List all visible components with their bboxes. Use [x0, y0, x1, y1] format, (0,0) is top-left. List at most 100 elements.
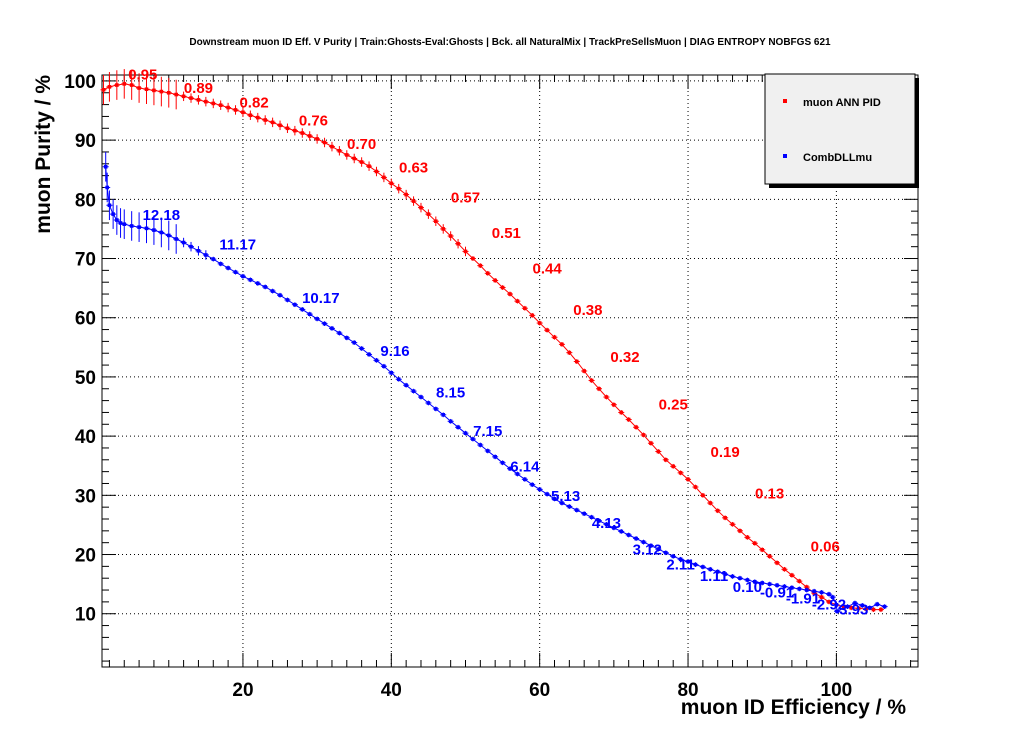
- data-point: [604, 522, 609, 527]
- data-point: [345, 153, 349, 157]
- data-point: [656, 449, 661, 454]
- data-point: [345, 336, 349, 340]
- data-point: [730, 574, 735, 579]
- data-point: [382, 364, 386, 369]
- point-label: 2.11: [666, 556, 694, 573]
- data-point: [619, 529, 624, 534]
- point-label: 12.18: [143, 207, 181, 224]
- point-label: 1.11: [700, 568, 728, 585]
- x-tick-label: 100: [821, 680, 853, 701]
- point-label: 0.95: [128, 67, 157, 84]
- data-point: [382, 175, 386, 180]
- data-point: [411, 389, 416, 393]
- point-label: 0.38: [573, 302, 602, 319]
- data-point: [411, 199, 416, 203]
- data-point: [293, 302, 297, 307]
- data-point: [508, 292, 512, 296]
- data-point: [404, 192, 408, 197]
- data-point: [152, 88, 156, 93]
- data-point: [419, 395, 423, 399]
- data-point: [693, 485, 698, 489]
- data-point: [107, 85, 112, 89]
- data-point: [144, 87, 149, 92]
- data-point: [471, 256, 475, 261]
- y-tick-label: 100: [64, 72, 96, 93]
- data-point: [285, 298, 290, 302]
- data-point: [105, 185, 109, 190]
- data-point: [485, 271, 490, 276]
- data-point: [775, 561, 779, 565]
- data-point: [300, 307, 305, 312]
- data-point: [835, 609, 839, 614]
- data-point: [337, 331, 342, 335]
- data-point: [678, 557, 683, 562]
- data-point: [686, 477, 690, 482]
- x-tick-label: 80: [677, 680, 698, 701]
- data-point: [426, 212, 431, 216]
- data-point: [485, 449, 490, 453]
- data-point: [196, 249, 201, 253]
- point-label: 0.57: [451, 189, 480, 206]
- data-point: [582, 511, 586, 516]
- data-point: [875, 602, 879, 607]
- data-point: [263, 285, 267, 289]
- axes: 20 40 60 80 100 10 20 30 40 50 60 70 80 90 100: [64, 72, 919, 701]
- data-point: [715, 569, 720, 574]
- data-point: [656, 547, 661, 551]
- point-label: 5.13: [551, 488, 580, 505]
- point-label: -2.92: [812, 597, 846, 614]
- point-label: 10.17: [302, 290, 340, 307]
- data-point: [634, 536, 638, 541]
- point-label: 0.76: [299, 112, 328, 129]
- y-tick-label: 70: [75, 250, 96, 271]
- y-tick-label: 80: [75, 190, 96, 211]
- data-point: [537, 321, 542, 325]
- data-point: [129, 224, 134, 228]
- series-line: [103, 83, 881, 611]
- data-point: [456, 241, 460, 246]
- point-label: 0.13: [755, 485, 784, 502]
- data-point: [523, 306, 527, 311]
- data-point: [545, 492, 549, 496]
- y-tick-label: 60: [75, 309, 96, 330]
- data-point: [463, 249, 468, 254]
- data-point: [537, 487, 542, 492]
- data-point: [723, 572, 727, 576]
- data-point: [471, 437, 475, 441]
- x-tick-label: 20: [232, 680, 253, 701]
- data-point: [782, 584, 787, 589]
- data-point: [612, 402, 616, 407]
- data-point: [233, 108, 238, 112]
- data-point: [137, 225, 141, 229]
- data-point: [753, 579, 757, 584]
- data-point: [845, 604, 850, 609]
- data-point: [448, 234, 453, 238]
- data-point: [760, 581, 765, 585]
- data-point: [604, 395, 609, 399]
- data-point: [708, 567, 713, 572]
- data-point: [218, 103, 223, 107]
- legend-label: muon ANN PID: [803, 97, 881, 109]
- data-point: [745, 578, 750, 582]
- data-point: [830, 595, 835, 599]
- data-point: [589, 378, 594, 383]
- data-point: [589, 515, 594, 520]
- data-point: [515, 472, 520, 476]
- data-point: [181, 240, 186, 245]
- data-point: [226, 105, 230, 110]
- data-point: [115, 83, 119, 87]
- point-label: 0.10: [733, 579, 762, 596]
- data-point: [641, 540, 646, 544]
- data-point: [790, 573, 794, 578]
- data-point: [285, 126, 290, 131]
- data-point: [864, 607, 868, 611]
- data-point: [419, 205, 423, 210]
- data-point: [101, 88, 106, 92]
- data-point: [649, 441, 653, 446]
- data-point: [567, 504, 572, 509]
- data-point: [293, 128, 297, 133]
- data-point: [745, 535, 750, 540]
- point-label: -1.91: [786, 591, 820, 608]
- data-point: [118, 221, 123, 225]
